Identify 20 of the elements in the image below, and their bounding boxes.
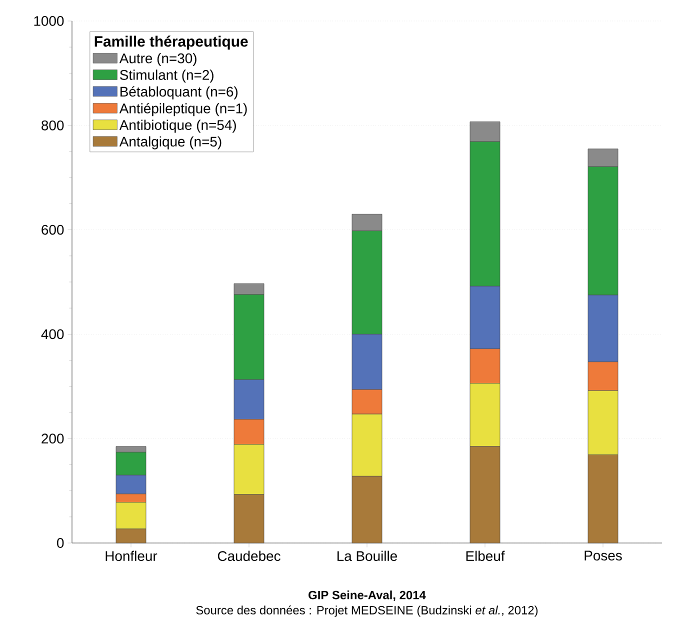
x-tick-label: Elbeuf [466, 550, 505, 562]
y-tick-label: 1000 [34, 16, 64, 26]
source-note: Source des données : Projet MEDSEINE (Budzinski et al., 2012) [196, 606, 538, 617]
legend-label: Antibiotique (n=54) [119, 120, 236, 133]
y-tick-label: 800 [42, 120, 64, 130]
legend-label: Stimulant (n=2) [120, 70, 214, 83]
x-tick-label: Poses [584, 550, 622, 561]
y-tick-label: 600 [42, 224, 64, 235]
text: GIP Seine-Aval, 2014 [308, 590, 426, 602]
x-tick-label: Honfleur [106, 550, 158, 562]
y-tick-label: 0 [57, 538, 64, 548]
y-tick-label: 200 [42, 434, 64, 444]
legend-label: Antalgique (n=5) [119, 136, 222, 150]
legend-label: Bétabloquant (n=6) [120, 86, 238, 100]
x-tick-label: La Bouille [338, 550, 397, 562]
x-tick-label: Caudebec [218, 550, 280, 562]
legend-title: Famille thérapeutique [94, 36, 248, 50]
legend-label: Antiépileptique (n=1) [119, 102, 247, 116]
y-tick-label: 400 [41, 329, 64, 340]
legend-label: Autre (n=30) [119, 53, 196, 66]
